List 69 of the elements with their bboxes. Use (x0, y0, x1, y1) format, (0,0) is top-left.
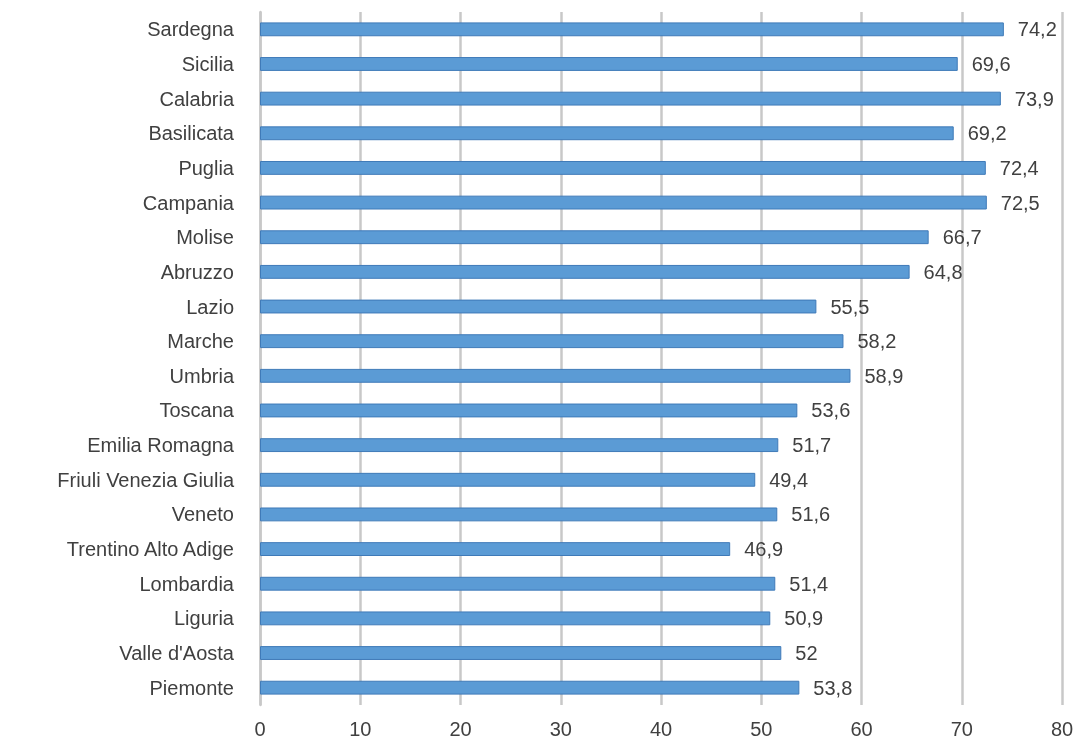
data-label: 52 (795, 642, 818, 665)
data-label: 72,5 (1000, 191, 1040, 214)
y-tick-label: Lombardia (139, 572, 235, 595)
bar (260, 368, 851, 383)
data-label: 69,2 (967, 122, 1007, 145)
x-tick-label: 20 (449, 718, 472, 740)
data-label: 73,9 (1014, 87, 1054, 110)
bar (260, 264, 910, 279)
x-tick-label: 50 (750, 718, 773, 740)
data-label: 50,9 (784, 607, 824, 630)
y-tick-label: Sicilia (181, 52, 235, 75)
data-label: 51,6 (791, 503, 831, 526)
bar (260, 195, 987, 210)
bar (260, 91, 1001, 106)
x-tick-label: 0 (254, 718, 266, 740)
data-label: 49,4 (769, 468, 809, 491)
bar (260, 299, 817, 314)
y-tick-label: Veneto (171, 503, 234, 526)
y-tick-label: Liguria (173, 607, 235, 630)
x-tick-label: 30 (549, 718, 572, 740)
y-tick-label: Toscana (159, 399, 235, 422)
bar (260, 22, 1004, 37)
y-tick-label: Basilicata (148, 122, 235, 145)
data-label: 64,8 (923, 260, 963, 283)
bar (260, 542, 731, 557)
x-tick-label: 10 (349, 718, 372, 740)
data-label: 72,4 (999, 156, 1039, 179)
y-tick-label: Sardegna (147, 18, 235, 41)
bar (260, 230, 929, 245)
y-tick-label: Trentino Alto Adige (66, 538, 234, 561)
data-label: 58,2 (857, 330, 897, 353)
bar (260, 403, 798, 418)
data-label: 51,7 (792, 434, 832, 457)
data-label: 58,9 (864, 364, 904, 387)
y-tick-label: Valle d'Aosta (119, 642, 235, 665)
x-tick-label: 70 (950, 718, 973, 740)
data-label: 55,5 (830, 295, 870, 318)
bar (260, 611, 771, 626)
bar (260, 576, 776, 591)
bar (260, 680, 800, 695)
bar (260, 126, 954, 141)
data-label: 46,9 (744, 538, 784, 561)
x-tick-label: 40 (649, 718, 673, 740)
bar (260, 646, 782, 660)
data-label: 66,7 (942, 226, 982, 249)
y-tick-label: Molise (176, 226, 234, 249)
y-tick-label: Piemonte (149, 676, 234, 699)
y-tick-label: Emilia Romagna (87, 434, 235, 457)
bar (260, 507, 778, 522)
y-tick-label: Puglia (178, 156, 235, 179)
x-tick-label: 80 (1050, 718, 1074, 740)
y-tick-label: Umbria (169, 364, 235, 387)
data-label: 69,6 (971, 52, 1011, 75)
data-label: 53,8 (813, 676, 853, 699)
y-tick-label: Friuli Venezia Giulia (57, 468, 235, 491)
x-tick-label: 60 (850, 718, 873, 740)
data-label: 53,6 (811, 399, 851, 422)
data-label: 74,2 (1017, 18, 1057, 41)
bar (260, 57, 958, 71)
y-tick-label: Campania (142, 191, 235, 214)
y-tick-label: Calabria (159, 87, 235, 110)
bar (260, 334, 844, 349)
data-label: 51,4 (789, 572, 829, 595)
bar (260, 438, 779, 453)
y-tick-label: Abruzzo (160, 260, 234, 283)
y-tick-label: Lazio (186, 295, 234, 318)
y-tick-label: Marche (167, 330, 234, 353)
bar (260, 161, 986, 175)
bar (260, 472, 756, 487)
